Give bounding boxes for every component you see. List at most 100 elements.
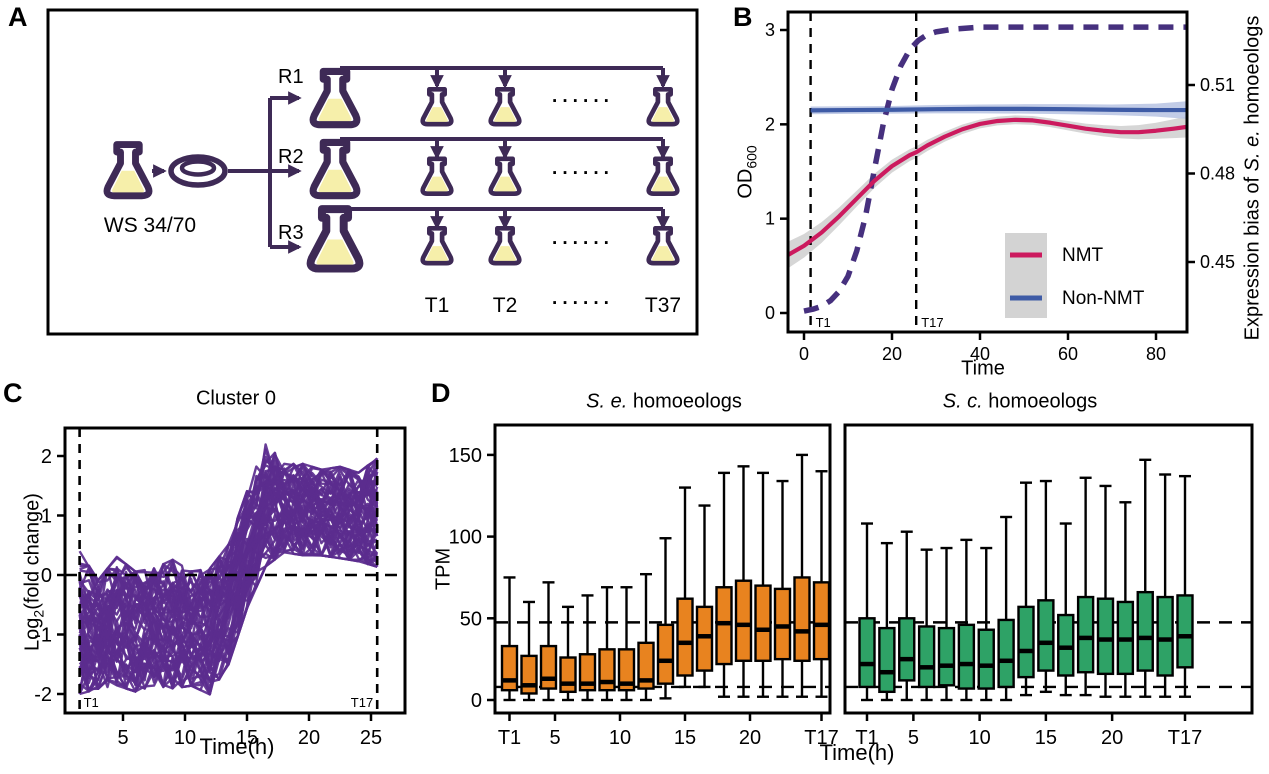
cluster-line (78, 451, 379, 602)
box-9 (656, 537, 675, 700)
box-7 (977, 546, 995, 702)
b-x-tick: 60 (1058, 344, 1078, 364)
petri-dish-icon (168, 154, 228, 188)
d-x-tick: 15 (674, 727, 696, 749)
panel-b-series (788, 12, 1187, 332)
box-11 (1057, 522, 1075, 697)
box-7 (617, 586, 636, 702)
legend-bg (1005, 233, 1047, 318)
panel-a-letter: A (8, 2, 28, 32)
b-x-tick: 40 (970, 344, 990, 364)
c-x-tick: 20 (298, 727, 320, 749)
d-x-tick: T1 (498, 727, 521, 749)
frame-D-right (843, 423, 1254, 715)
source-flask-icon (107, 145, 149, 196)
box-13 (734, 465, 753, 698)
d-x-tick: T17 (804, 727, 838, 749)
d-x-tick: 20 (739, 727, 761, 749)
b-left-tick: 0 (765, 303, 775, 323)
row1-ellipsis: ······ (552, 91, 614, 112)
cluster-lines (78, 443, 379, 696)
b-left-tick: 2 (765, 114, 775, 134)
d-right-title: S. c. homoeologs (942, 390, 1098, 413)
timepoint-ellipsis: ······ (552, 293, 614, 314)
box-9 (1017, 481, 1035, 697)
d-x-tick: 20 (1101, 727, 1123, 749)
sample-flask-icon (649, 89, 678, 124)
boxplot-panel-D-right (845, 458, 1252, 702)
d-x-tick: 5 (549, 727, 560, 749)
b-left-y-axis-label: OD600 (734, 145, 760, 199)
vline-label-T1: T1 (816, 315, 831, 330)
c-y-tick: 0 (41, 565, 52, 587)
b-left-tick: 3 (765, 20, 775, 40)
d-y-tick: 100 (449, 527, 482, 549)
replicate-flask-icon (313, 142, 357, 195)
row3-ellipsis: ······ (552, 233, 614, 254)
series-Non-NMT (810, 106, 1187, 113)
legend-label-NMT: NMT (1062, 245, 1104, 266)
source-strain-label: WS 34/70 (103, 214, 197, 237)
frame-D-left (493, 423, 832, 715)
panel-c-frame (63, 426, 407, 715)
b-right-tick: 0.45 (1200, 252, 1235, 272)
box-1 (500, 576, 519, 702)
replicate-r3-label: R3 (278, 222, 304, 244)
cluster-line (78, 487, 378, 674)
b-x-tick: 80 (1146, 344, 1166, 364)
box-4 (559, 605, 577, 702)
sample-flask-icon (491, 159, 520, 194)
box-5 (937, 546, 956, 702)
legend: NMT Non-NMT (1005, 233, 1145, 318)
box-8 (997, 515, 1015, 702)
cluster0-expression-chart: T1 T17 5 10 15 20 25 -2 -1 0 1 2 (34, 426, 407, 749)
vline-label-T1: T1 (84, 695, 99, 710)
series-growth-od600 (803, 24, 1187, 314)
sample-flask-icon (491, 228, 520, 263)
replicate-r2-label: R2 (278, 146, 304, 168)
box-17 (812, 470, 831, 698)
d-x-tick: 10 (969, 727, 991, 749)
box-12 (1076, 476, 1095, 697)
box-4 (917, 548, 936, 702)
tpm-boxplots: T1 5 10 15 20 T17 0 50 100 150 T1 5 10 15 20 T17 (449, 423, 1254, 749)
box-2 (520, 600, 538, 702)
d-y-tick: 50 (460, 608, 482, 630)
box-10 (1037, 479, 1055, 694)
cluster-line (79, 448, 379, 608)
timepoint-t37-label: T37 (644, 294, 682, 317)
d-y-tick: 150 (449, 445, 482, 467)
b-x-tick: 20 (882, 344, 902, 364)
vline-label-T17: T17 (351, 695, 373, 710)
b-right-tick: 0.48 (1200, 164, 1235, 184)
replicate-flask-icon (311, 209, 360, 268)
box-15 (1136, 458, 1154, 698)
box-15 (773, 479, 792, 698)
c-x-axis-label: Time(h) (199, 734, 275, 759)
panel-b-frame (786, 10, 1189, 334)
c-y-tick: 1 (41, 506, 52, 528)
d-left-title: S. e. homoeologs (586, 390, 742, 413)
b-x-tick: 0 (799, 344, 809, 364)
legend-label-Non-NMT: Non-NMT (1062, 288, 1145, 309)
c-x-tick: 15 (236, 727, 258, 749)
box-12 (715, 471, 733, 698)
panel-b-letter: B (733, 2, 753, 32)
ribbon-NMT (788, 115, 1187, 268)
box-2 (878, 541, 896, 702)
box-6 (957, 538, 976, 702)
panel-d-letter: D (431, 378, 451, 408)
timepoint-t1-label: T1 (424, 294, 450, 317)
c-y-tick: -2 (34, 684, 52, 706)
sample-flask-icon (423, 159, 452, 194)
c-title: Cluster 0 (195, 387, 277, 410)
box-5 (578, 594, 597, 702)
d-y-tick: 0 (471, 690, 482, 712)
box-3 (539, 581, 558, 702)
series-NMT (788, 117, 1187, 257)
c-y-tick: -1 (34, 625, 52, 647)
replicate-r1-label: R1 (278, 66, 304, 88)
box-16 (793, 453, 811, 698)
c-x-tick: 25 (360, 727, 382, 749)
